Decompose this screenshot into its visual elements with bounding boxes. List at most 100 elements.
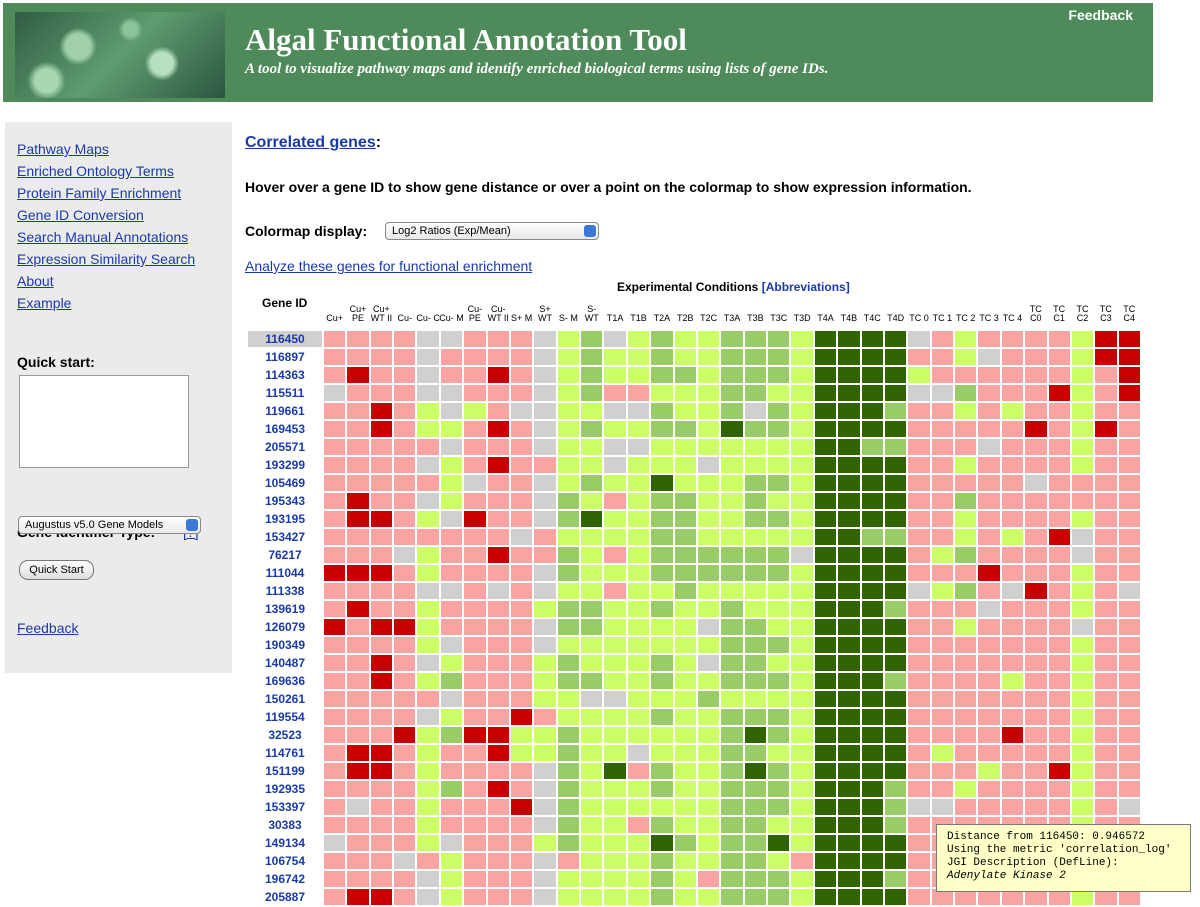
sidebar-link[interactable]: About <box>17 273 54 289</box>
heatmap-cell[interactable] <box>838 385 862 403</box>
heatmap-cell[interactable] <box>464 889 488 907</box>
heatmap-cell[interactable] <box>1001 601 1026 619</box>
heatmap-cell[interactable] <box>651 781 675 799</box>
heatmap-cell[interactable] <box>814 871 839 889</box>
heatmap-cell[interactable] <box>978 367 1002 385</box>
heatmap-cell[interactable] <box>884 619 909 637</box>
heatmap-cell[interactable] <box>768 367 792 385</box>
heatmap-cell[interactable] <box>1025 655 1049 673</box>
heatmap-cell[interactable] <box>744 871 769 889</box>
heatmap-cell[interactable] <box>1071 763 1096 781</box>
heatmap-cell[interactable] <box>347 655 371 673</box>
heatmap-cell[interactable] <box>581 367 605 385</box>
heatmap-cell[interactable] <box>440 385 465 403</box>
heatmap-cell[interactable] <box>464 349 488 367</box>
heatmap-cell[interactable] <box>1118 709 1142 727</box>
heatmap-cell[interactable] <box>744 853 769 871</box>
heatmap-cell[interactable] <box>1071 331 1096 349</box>
heatmap-cell[interactable] <box>347 457 371 475</box>
heatmap-cell[interactable] <box>464 871 488 889</box>
heatmap-cell[interactable] <box>814 583 839 601</box>
heatmap-cell[interactable] <box>534 637 558 655</box>
heatmap-cell[interactable] <box>651 349 675 367</box>
heatmap-cell[interactable] <box>721 349 745 367</box>
heatmap-cell[interactable] <box>791 817 815 835</box>
analyze-link[interactable]: Analyze these genes for functional enric… <box>245 258 533 274</box>
heatmap-cell[interactable] <box>370 691 395 709</box>
heatmap-cell[interactable] <box>768 529 792 547</box>
heatmap-cell[interactable] <box>1071 439 1096 457</box>
heatmap-cell[interactable] <box>978 439 1002 457</box>
heatmap-cell[interactable] <box>1118 619 1142 637</box>
heatmap-cell[interactable] <box>1001 727 1026 745</box>
heatmap-cell[interactable] <box>978 403 1002 421</box>
heatmap-cell[interactable] <box>394 475 418 493</box>
heatmap-cell[interactable] <box>1118 439 1142 457</box>
heatmap-cell[interactable] <box>604 385 628 403</box>
heatmap-cell[interactable] <box>861 691 885 709</box>
heatmap-cell[interactable] <box>510 727 535 745</box>
heatmap-cell[interactable] <box>861 475 885 493</box>
heatmap-cell[interactable] <box>674 637 698 655</box>
heatmap-cell[interactable] <box>861 493 885 511</box>
heatmap-cell[interactable] <box>674 421 698 439</box>
heatmap-cell[interactable] <box>814 817 839 835</box>
heatmap-cell[interactable] <box>861 439 885 457</box>
heatmap-cell[interactable] <box>791 457 815 475</box>
heatmap-cell[interactable] <box>464 331 488 349</box>
heatmap-cell[interactable] <box>908 853 932 871</box>
heatmap-cell[interactable] <box>721 367 745 385</box>
heatmap-cell[interactable] <box>370 511 395 529</box>
heatmap-cell[interactable] <box>814 367 839 385</box>
heatmap-cell[interactable] <box>768 727 792 745</box>
heatmap-cell[interactable] <box>1001 889 1026 907</box>
heatmap-cell[interactable] <box>440 583 465 601</box>
heatmap-cell[interactable] <box>1095 457 1119 475</box>
heatmap-cell[interactable] <box>651 637 675 655</box>
heatmap-cell[interactable] <box>768 619 792 637</box>
heatmap-cell[interactable] <box>838 799 862 817</box>
heatmap-cell[interactable] <box>1048 367 1072 385</box>
heatmap-cell[interactable] <box>440 457 465 475</box>
heatmap-cell[interactable] <box>861 673 885 691</box>
heatmap-cell[interactable] <box>768 673 792 691</box>
heatmap-cell[interactable] <box>744 367 769 385</box>
heatmap-cell[interactable] <box>908 817 932 835</box>
heatmap-cell[interactable] <box>814 529 839 547</box>
heatmap-cell[interactable] <box>1048 727 1072 745</box>
heatmap-cell[interactable] <box>1025 601 1049 619</box>
heatmap-cell[interactable] <box>814 889 839 907</box>
heatmap-cell[interactable] <box>1025 403 1049 421</box>
heatmap-cell[interactable] <box>440 637 465 655</box>
heatmap-cell[interactable] <box>931 781 956 799</box>
heatmap-cell[interactable] <box>464 709 488 727</box>
heatmap-cell[interactable] <box>464 727 488 745</box>
sidebar-link[interactable]: Gene ID Conversion <box>17 207 144 223</box>
heatmap-cell[interactable] <box>394 853 418 871</box>
heatmap-cell[interactable] <box>908 511 932 529</box>
heatmap-cell[interactable] <box>768 799 792 817</box>
heatmap-cell[interactable] <box>978 331 1002 349</box>
heatmap-cell[interactable] <box>838 619 862 637</box>
heatmap-cell[interactable] <box>674 799 698 817</box>
heatmap-cell[interactable] <box>627 601 652 619</box>
heatmap-cell[interactable] <box>557 601 582 619</box>
heatmap-cell[interactable] <box>627 709 652 727</box>
heatmap-cell[interactable] <box>884 817 909 835</box>
heatmap-cell[interactable] <box>394 529 418 547</box>
heatmap-cell[interactable] <box>721 871 745 889</box>
heatmap-cell[interactable] <box>651 403 675 421</box>
heatmap-cell[interactable] <box>674 565 698 583</box>
heatmap-cell[interactable] <box>1118 889 1142 907</box>
heatmap-cell[interactable] <box>697 763 722 781</box>
heatmap-cell[interactable] <box>1001 799 1026 817</box>
heatmap-cell[interactable] <box>604 367 628 385</box>
heatmap-cell[interactable] <box>557 871 582 889</box>
heatmap-cell[interactable] <box>324 727 348 745</box>
heatmap-cell[interactable] <box>627 799 652 817</box>
heatmap-cell[interactable] <box>1048 349 1072 367</box>
heatmap-cell[interactable] <box>697 457 722 475</box>
heatmap-cell[interactable] <box>464 475 488 493</box>
heatmap-cell[interactable] <box>791 727 815 745</box>
heatmap-cell[interactable] <box>1025 439 1049 457</box>
